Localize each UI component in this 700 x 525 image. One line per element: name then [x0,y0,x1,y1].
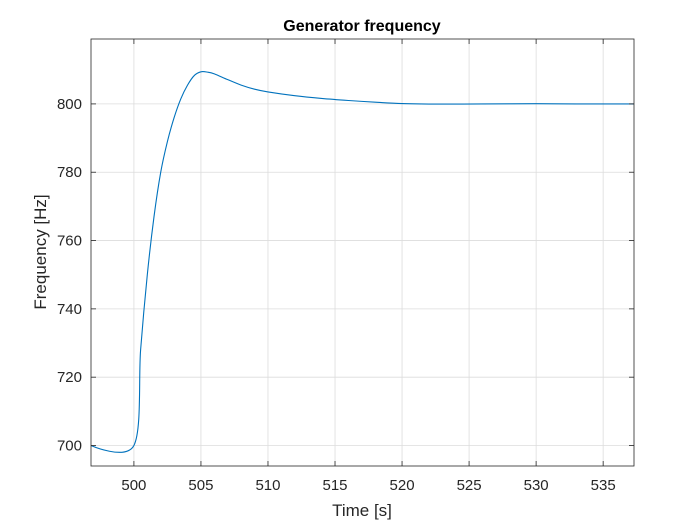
tick-labels: 500 505 510 515 520 525 530 535 700 720 740 760 780 8… [57,96,616,494]
x-tick-label: 505 [188,477,213,494]
y-tick-label: 720 [57,369,82,386]
x-tick-label: 500 [121,477,146,494]
grid [91,39,634,466]
y-tick-label: 760 [57,233,82,250]
y-axis-label: Frequency [Hz] [31,194,50,309]
series-line-frequency [90,71,635,453]
x-tick-label: 535 [591,477,616,494]
y-tick-label: 780 [57,164,82,181]
x-tick-label: 530 [524,477,549,494]
x-tick-label: 520 [390,477,415,494]
x-axis-label: Time [s] [332,501,392,520]
plot-area [91,39,634,466]
plot-frame [90,38,635,467]
chart-title: Generator frequency [283,18,440,35]
axis-ticks [91,39,634,466]
y-tick-label: 800 [57,96,82,113]
x-tick-label: 515 [322,477,347,494]
y-tick-label: 700 [57,438,82,455]
x-tick-label: 525 [457,477,482,494]
x-tick-label: 510 [255,477,280,494]
y-tick-label: 740 [57,301,82,318]
